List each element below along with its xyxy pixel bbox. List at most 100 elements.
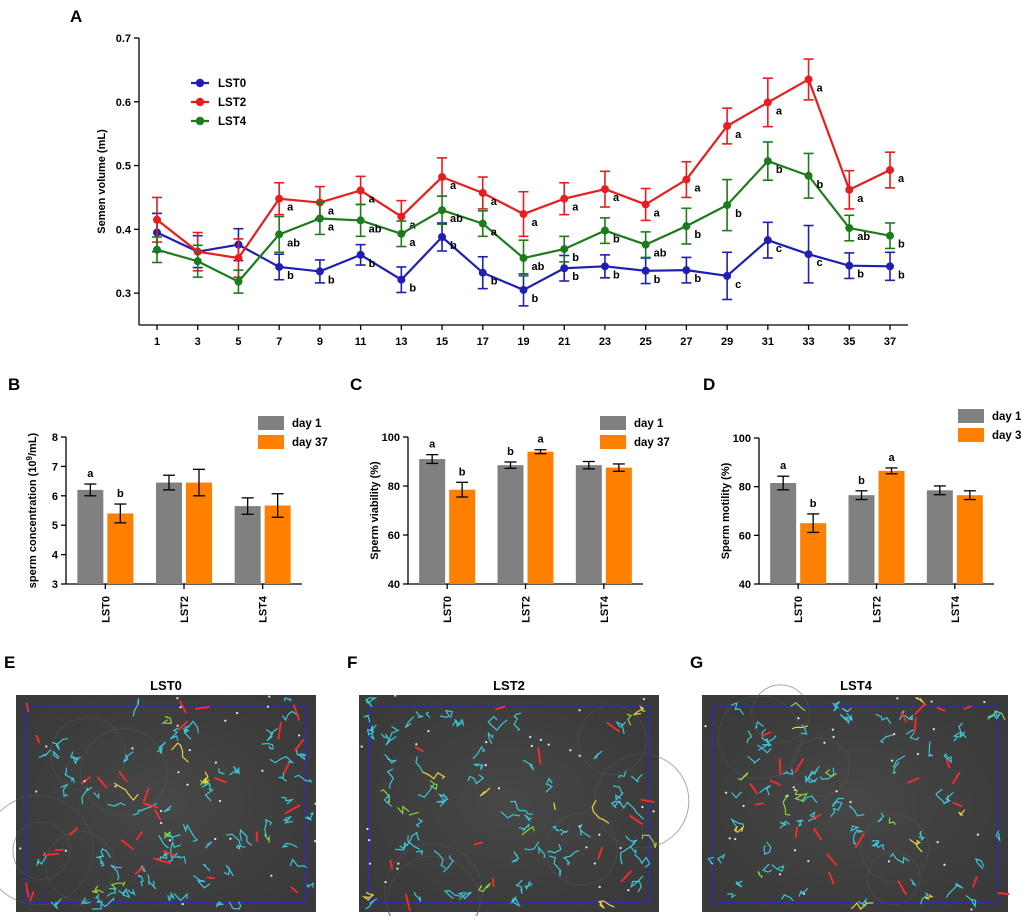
sperm-head [930,700,933,703]
sperm-track [615,720,627,735]
sperm-track [796,819,804,827]
significance-label: b [694,273,701,285]
panel-label-b: B [8,375,20,394]
data-point [804,75,813,84]
sperm-track [562,849,580,866]
sperm-track-fast [473,841,483,846]
sperm-track [147,874,157,890]
sperm-track [171,852,187,864]
legend-label-lst2: LST2 [218,97,246,109]
sperm-head [932,727,935,731]
legend-swatch-day37 [958,428,984,442]
data-point [315,214,324,223]
sperm-track [807,765,820,783]
sperm-track [132,698,140,717]
sperm-track [757,744,772,754]
sperm-track-fast [936,706,946,712]
sperm-head [19,847,22,850]
sperm-head [394,694,397,697]
sperm-track [404,716,415,729]
sperm-track [875,713,892,725]
sperm-track [282,710,300,722]
sperm-track [510,800,533,815]
sperm-track [383,793,393,807]
y-axis-title-c: Sperm viability (%) [369,461,381,560]
sperm-track-fast [42,852,59,857]
significance-label: a [817,82,824,94]
sperm-track [282,815,293,824]
sperm-track-fast [606,721,621,733]
sperm-track [919,830,923,837]
data-point [763,98,772,107]
x-tick-label-a: 29 [721,336,733,348]
sperm-track [730,701,744,716]
sperm-track [511,851,520,863]
legend-label-day37: day 37 [992,430,1021,442]
x-tick-label-a: 3 [195,336,201,348]
sperm-head [725,791,728,794]
x-tick-label-lst0: LST0 [793,596,805,623]
y-tick-label: 100 [733,433,751,445]
sperm-head [314,802,317,805]
sperm-track [365,898,378,910]
sperm-track [832,797,844,807]
sperm-track [407,835,421,851]
sperm-track [791,725,808,730]
sperm-track [380,733,390,741]
significance-label: ab [857,231,870,243]
y-tick-label: 60 [739,530,751,542]
sperm-track [801,724,808,735]
sperm-head [943,863,946,866]
y-tick-label-a: 0.5 [116,161,131,173]
sperm-head [530,744,533,748]
sperm-track [487,731,494,745]
x-tick-label-a: 15 [436,336,448,348]
sperm-track [899,710,905,721]
data-point [356,186,365,195]
sperm-track-fast [794,826,798,838]
sperm-track [304,811,314,821]
sperm-head [893,733,896,736]
sperm-track [943,752,953,764]
sperm-track [747,755,761,765]
significance-label: a [654,207,661,219]
sperm-track [850,825,860,832]
optical-ring [717,695,802,780]
sperm-track [218,768,225,775]
significance-label: b [898,239,905,251]
sperm-head [734,837,737,841]
x-tick-label-a: 11 [355,336,367,348]
sperm-track [515,879,523,894]
sperm-track [733,825,745,833]
sperm-track [265,728,278,742]
sperm-track [473,763,484,771]
sperm-track-fast [292,704,301,721]
sperm-track-fast [597,846,604,860]
sperm-track-fast [794,758,805,774]
sperm-track-fast [195,706,210,710]
significance-label: a [409,237,416,249]
significance-label: b [491,276,498,288]
y-tick-label-a: 0.6 [116,97,131,109]
sperm-track [879,734,894,744]
y-tick-label: 80 [739,482,751,494]
sperm-track [943,791,954,805]
sperm-track [852,829,864,846]
sperm-track [281,842,298,849]
sperm-track-fast [997,892,1010,896]
sperm-track-fast [620,870,633,883]
significance-label: a [532,217,539,229]
optical-ring [45,830,116,901]
sperm-track-fast [404,893,411,912]
sperm-track [755,720,765,729]
panel-label-d: D [703,375,715,394]
sperm-head [728,837,731,840]
sperm-track [626,713,633,726]
data-point [397,229,406,238]
legend-label-day37: day 37 [292,437,328,449]
sperm-track [522,759,535,771]
sperm-track [436,800,447,807]
data-point [478,188,487,197]
sperm-track [437,793,449,802]
sperm-track [915,697,927,706]
